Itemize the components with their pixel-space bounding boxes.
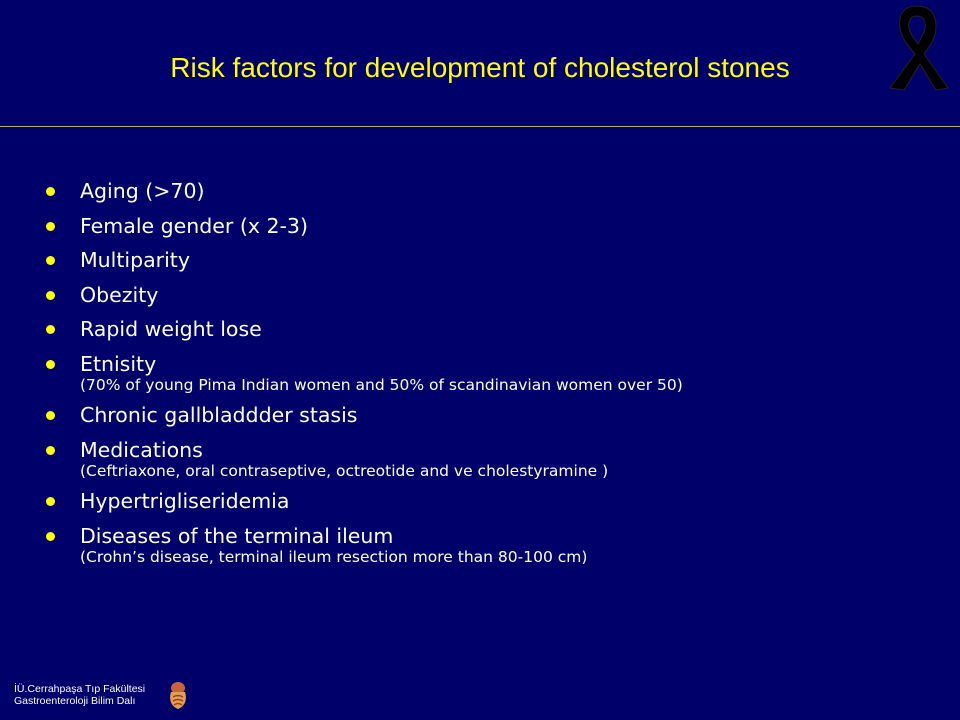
bullet-item: Diseases of the terminal ileum (Crohn’s d… xyxy=(46,523,926,566)
bullet-item: Rapid weight lose xyxy=(46,316,926,342)
bullet-text: Hypertrigliseridemia xyxy=(80,489,290,513)
bullet-item: Medications (Ceftriaxone, oral contrasept… xyxy=(46,437,926,480)
bullet-item: Obezity xyxy=(46,282,926,308)
footer-line-2: Gastroenteroloji Bilim Dalı xyxy=(14,695,136,707)
footer-institution: İÜ.Cerrahpaşa Tıp Fakültesi Gastroentero… xyxy=(14,683,145,707)
bullet-item: Aging (>70) xyxy=(46,178,926,204)
bullet-item: Hypertrigliseridemia xyxy=(46,488,926,514)
bullet-subtext: (Crohn’s disease, terminal ileum resecti… xyxy=(80,547,588,566)
slide-title: Risk factors for development of choleste… xyxy=(170,52,790,83)
bullet-list: Aging (>70) Female gender (x 2-3) Multipar… xyxy=(46,178,926,574)
bullet-dot-icon xyxy=(46,221,55,231)
bullet-text: Rapid weight lose xyxy=(80,317,262,341)
bullet-dot-icon xyxy=(46,445,55,455)
bullet-item: Chronic gallbladdder stasis xyxy=(46,402,926,428)
bullet-text: Etnisity xyxy=(80,351,157,376)
bullet-dot-icon xyxy=(46,256,55,265)
footer-line-1: İÜ.Cerrahpaşa Tıp Fakültesi xyxy=(14,683,146,695)
bullet-dot-icon xyxy=(46,359,55,369)
bullet-text: Chronic gallbladdder stasis xyxy=(80,403,358,427)
bullet-subtext: (Ceftriaxone, oral contraseptive, octreo… xyxy=(80,461,609,480)
bullet-subtext: (70% of young Pima Indian women and 50% … xyxy=(80,375,683,394)
bullet-item: Etnisity (70% of young Pima Indian women … xyxy=(46,351,926,394)
digestive-organ-logo-icon xyxy=(170,682,186,709)
bullet-text: Female gender (x 2-3) xyxy=(80,213,308,238)
bullet-text: Aging (>70) xyxy=(80,179,205,203)
bullet-text: Multiparity xyxy=(80,248,190,272)
bullet-dot-icon xyxy=(46,187,55,196)
title-divider xyxy=(0,126,960,127)
awareness-ribbon-icon xyxy=(889,5,949,91)
bullet-text: Diseases of the terminal ileum xyxy=(80,523,394,548)
bullet-text: Obezity xyxy=(80,282,159,307)
bullet-dot-icon xyxy=(46,325,55,334)
bullet-item: Multiparity xyxy=(46,247,926,273)
bullet-item: Female gender (x 2-3) xyxy=(46,213,926,239)
bullet-dot-icon xyxy=(46,531,55,541)
bullet-text: Medications xyxy=(80,437,203,462)
bullet-dot-icon xyxy=(46,411,55,420)
bullet-dot-icon xyxy=(46,497,55,506)
bullet-dot-icon xyxy=(46,290,55,300)
